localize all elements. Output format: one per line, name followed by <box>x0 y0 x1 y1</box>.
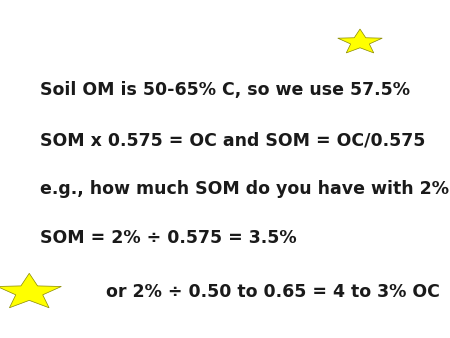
Text: e.g., how much SOM do you have with 2% OC?: e.g., how much SOM do you have with 2% O… <box>40 180 450 198</box>
Polygon shape <box>338 29 382 53</box>
Text: SOM x 0.575 = OC and SOM = OC/0.575: SOM x 0.575 = OC and SOM = OC/0.575 <box>40 131 426 149</box>
Polygon shape <box>0 273 61 308</box>
Text: Soil OM is 50-65% C, so we use 57.5%: Soil OM is 50-65% C, so we use 57.5% <box>40 80 410 99</box>
Text: SOM = 2% ÷ 0.575 = 3.5%: SOM = 2% ÷ 0.575 = 3.5% <box>40 229 297 247</box>
Text: or 2% ÷ 0.50 to 0.65 = 4 to 3% OC: or 2% ÷ 0.50 to 0.65 = 4 to 3% OC <box>40 283 441 301</box>
